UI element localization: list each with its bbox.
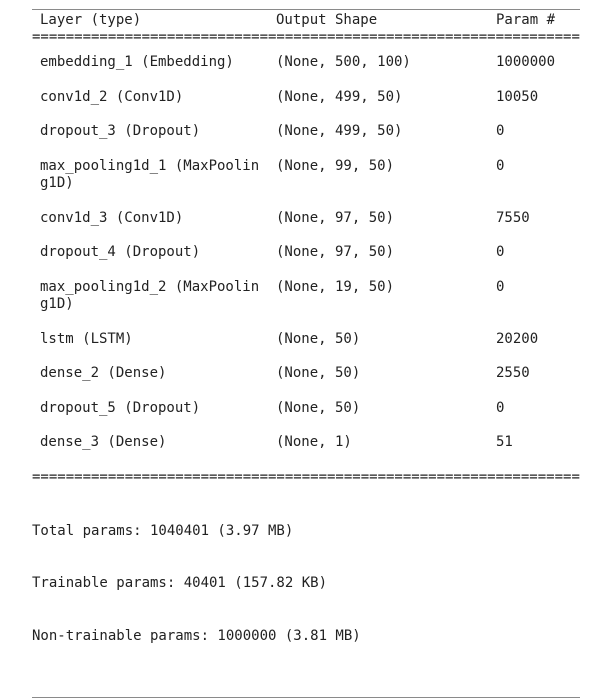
table-row: conv1d_2 (Conv1D) (None, 499, 50) 10050 — [32, 89, 580, 107]
param-count: 0 — [496, 244, 505, 260]
table-row: dropout_3 (Dropout) (None, 499, 50) 0 — [32, 123, 580, 141]
layer-list: embedding_1 (Embedding) (None, 500, 100) 1… — [32, 54, 580, 452]
layer-name: conv1d_2 (Conv1D) — [40, 88, 184, 105]
output-shape: (None, 50) — [276, 365, 361, 381]
non-trainable-params: Non-trainable params: 1000000 (3.81 MB) — [32, 627, 361, 644]
layer-name: dense_2 (Dense) — [40, 365, 167, 381]
param-count: 0 — [496, 157, 505, 174]
header-param-count: Param # — [496, 12, 556, 28]
table-row: dropout_4 (Dropout) (None, 97, 50) 0 — [32, 244, 580, 262]
param-count: 51 — [496, 434, 513, 450]
param-count: 20200 — [496, 330, 539, 347]
header-separator: ========================================… — [32, 29, 580, 45]
header-layer-type: Layer (type) — [40, 12, 142, 28]
top-rule — [32, 9, 580, 10]
param-count: 1000000 — [496, 54, 556, 70]
table-row: conv1d_3 (Conv1D) (None, 97, 50) 7550 — [32, 210, 580, 228]
output-shape: (None, 19, 50) — [276, 278, 395, 295]
output-shape: (None, 97, 50) — [276, 209, 395, 226]
output-shape: (None, 499, 50) — [276, 123, 403, 139]
table-row: dense_3 (Dense) (None, 1) 51 — [32, 434, 580, 452]
table-row: dropout_5 (Dropout) (None, 50) 0 — [32, 400, 580, 418]
param-count: 0 — [496, 278, 505, 295]
layer-name: dropout_5 (Dropout) — [40, 399, 201, 416]
param-count: 0 — [496, 123, 505, 139]
totals: Total params: 1040401 (3.97 MB) Trainabl… — [32, 488, 580, 681]
output-shape: (None, 500, 100) — [276, 54, 411, 70]
table-row: embedding_1 (Embedding) (None, 500, 100) 1… — [32, 54, 580, 72]
layer-name: dropout_4 (Dropout) — [40, 244, 201, 260]
trainable-params: Trainable params: 40401 (157.82 KB) — [32, 575, 328, 591]
header-output-shape: Output Shape — [276, 12, 378, 28]
table-row: dense_2 (Dense) (None, 50) 2550 — [32, 365, 580, 383]
output-shape: (None, 499, 50) — [276, 88, 403, 105]
footer-separator: ========================================… — [32, 468, 580, 485]
layer-name: embedding_1 (Embedding) — [40, 54, 234, 70]
output-shape: (None, 1) — [276, 434, 352, 450]
param-count: 2550 — [496, 365, 530, 381]
output-shape: (None, 50) — [276, 330, 361, 347]
total-params: Total params: 1040401 (3.97 MB) — [32, 522, 294, 539]
param-count: 0 — [496, 399, 505, 416]
table-row: max_pooling1d_1 (MaxPoolin g1D) (None, 99… — [32, 158, 580, 193]
layer-name: max_pooling1d_2 (MaxPoolin g1D) — [40, 278, 260, 313]
layer-name: conv1d_3 (Conv1D) — [40, 209, 184, 226]
model-summary: Layer (type) Output Shape Param # ======… — [32, 0, 580, 698]
param-count: 10050 — [496, 88, 539, 105]
layer-name: lstm (LSTM) — [40, 330, 133, 347]
table-row: max_pooling1d_2 (MaxPoolin g1D) (None, 19… — [32, 279, 580, 314]
param-count: 7550 — [496, 209, 530, 226]
output-shape: (None, 50) — [276, 399, 361, 416]
layer-name: dense_3 (Dense) — [40, 434, 167, 450]
layer-name: dropout_3 (Dropout) — [40, 123, 201, 139]
output-shape: (None, 99, 50) — [276, 157, 395, 174]
table-row: lstm (LSTM) (None, 50) 20200 — [32, 331, 580, 349]
layer-name: max_pooling1d_1 (MaxPoolin g1D) — [40, 157, 260, 192]
output-shape: (None, 97, 50) — [276, 244, 395, 260]
table-header: Layer (type) Output Shape Param # — [32, 12, 580, 28]
